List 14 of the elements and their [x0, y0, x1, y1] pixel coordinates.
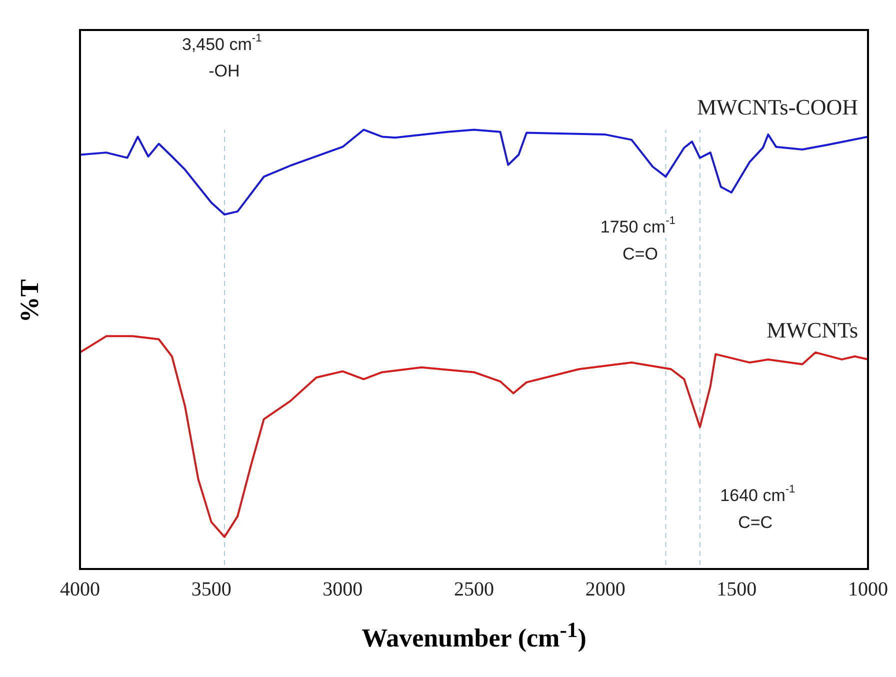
x-tick-label: 3500 — [191, 578, 232, 600]
annotation: C=O — [622, 244, 658, 264]
x-tick-label: 3000 — [322, 578, 363, 600]
text: -OH — [208, 62, 240, 81]
y-axis-title: %T — [15, 278, 45, 325]
x-tick-label: 1000 — [848, 578, 888, 600]
annotation: C=C — [738, 512, 773, 532]
x-tick-label: 1500 — [716, 578, 757, 600]
x-tick-label: 2000 — [585, 578, 626, 600]
series-label: MWCNTs-COOH — [696, 94, 858, 120]
series-label: MWCNTs — [766, 317, 858, 342]
x-tick-label: 2500 — [454, 578, 494, 600]
x-axis-title: Wavenumber (cm$^{-1}$) — [360, 618, 588, 654]
x-tick-label: 4000 — [60, 578, 100, 600]
